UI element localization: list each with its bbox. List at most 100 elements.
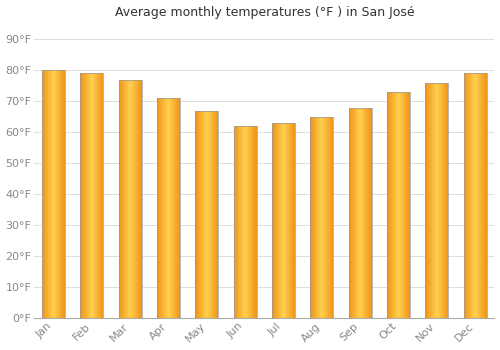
Bar	[321, 117, 322, 318]
Bar	[282, 123, 283, 318]
Bar	[310, 117, 311, 318]
Bar	[398, 92, 399, 318]
Bar	[364, 107, 365, 318]
Bar	[431, 83, 432, 318]
Bar	[390, 92, 391, 318]
Bar	[175, 98, 176, 318]
Bar	[48, 70, 49, 318]
Bar	[245, 126, 246, 318]
Bar	[331, 117, 332, 318]
Bar	[315, 117, 316, 318]
Bar	[234, 126, 256, 318]
Bar	[204, 111, 205, 318]
Bar	[81, 74, 82, 318]
Bar	[320, 117, 321, 318]
Bar	[179, 98, 180, 318]
Bar	[365, 107, 366, 318]
Bar	[130, 80, 131, 318]
Bar	[236, 126, 237, 318]
Bar	[394, 92, 395, 318]
Bar	[366, 107, 367, 318]
Bar	[400, 92, 401, 318]
Bar	[370, 107, 371, 318]
Bar	[167, 98, 168, 318]
Bar	[209, 111, 210, 318]
Bar	[368, 107, 369, 318]
Bar	[157, 98, 158, 318]
Bar	[197, 111, 198, 318]
Bar	[87, 74, 88, 318]
Bar	[238, 126, 239, 318]
Bar	[247, 126, 248, 318]
Bar	[96, 74, 97, 318]
Bar	[292, 123, 293, 318]
Bar	[217, 111, 218, 318]
Bar	[234, 126, 235, 318]
Bar	[328, 117, 329, 318]
Bar	[244, 126, 245, 318]
Bar	[93, 74, 94, 318]
Bar	[126, 80, 128, 318]
Bar	[361, 107, 362, 318]
Bar	[160, 98, 161, 318]
Bar	[369, 107, 370, 318]
Bar	[90, 74, 92, 318]
Bar	[165, 98, 166, 318]
Bar	[134, 80, 135, 318]
Bar	[196, 111, 197, 318]
Bar	[168, 98, 169, 318]
Bar	[252, 126, 254, 318]
Bar	[286, 123, 287, 318]
Bar	[446, 83, 448, 318]
Bar	[137, 80, 138, 318]
Bar	[162, 98, 163, 318]
Bar	[436, 83, 437, 318]
Bar	[56, 70, 57, 318]
Bar	[169, 98, 170, 318]
Bar	[171, 98, 172, 318]
Bar	[395, 92, 396, 318]
Bar	[356, 107, 357, 318]
Bar	[469, 74, 470, 318]
Bar	[237, 126, 238, 318]
Bar	[319, 117, 320, 318]
Bar	[486, 74, 487, 318]
Bar	[473, 74, 474, 318]
Bar	[255, 126, 256, 318]
Bar	[388, 92, 389, 318]
Bar	[273, 123, 274, 318]
Bar	[125, 80, 126, 318]
Bar	[49, 70, 50, 318]
Bar	[241, 126, 242, 318]
Bar	[52, 70, 53, 318]
Bar	[279, 123, 280, 318]
Bar	[280, 123, 281, 318]
Bar	[310, 117, 334, 318]
Bar	[98, 74, 100, 318]
Bar	[86, 74, 87, 318]
Bar	[178, 98, 179, 318]
Bar	[429, 83, 430, 318]
Bar	[83, 74, 84, 318]
Bar	[403, 92, 404, 318]
Bar	[275, 123, 276, 318]
Bar	[133, 80, 134, 318]
Bar	[330, 117, 331, 318]
Bar	[51, 70, 52, 318]
Bar	[405, 92, 406, 318]
Bar	[472, 74, 473, 318]
Bar	[177, 98, 178, 318]
Bar	[432, 83, 433, 318]
Bar	[360, 107, 361, 318]
Bar	[157, 98, 180, 318]
Bar	[399, 92, 400, 318]
Bar	[434, 83, 435, 318]
Bar	[103, 74, 104, 318]
Bar	[161, 98, 162, 318]
Bar	[205, 111, 206, 318]
Bar	[196, 111, 218, 318]
Bar	[88, 74, 89, 318]
Bar	[61, 70, 62, 318]
Bar	[332, 117, 333, 318]
Bar	[464, 74, 487, 318]
